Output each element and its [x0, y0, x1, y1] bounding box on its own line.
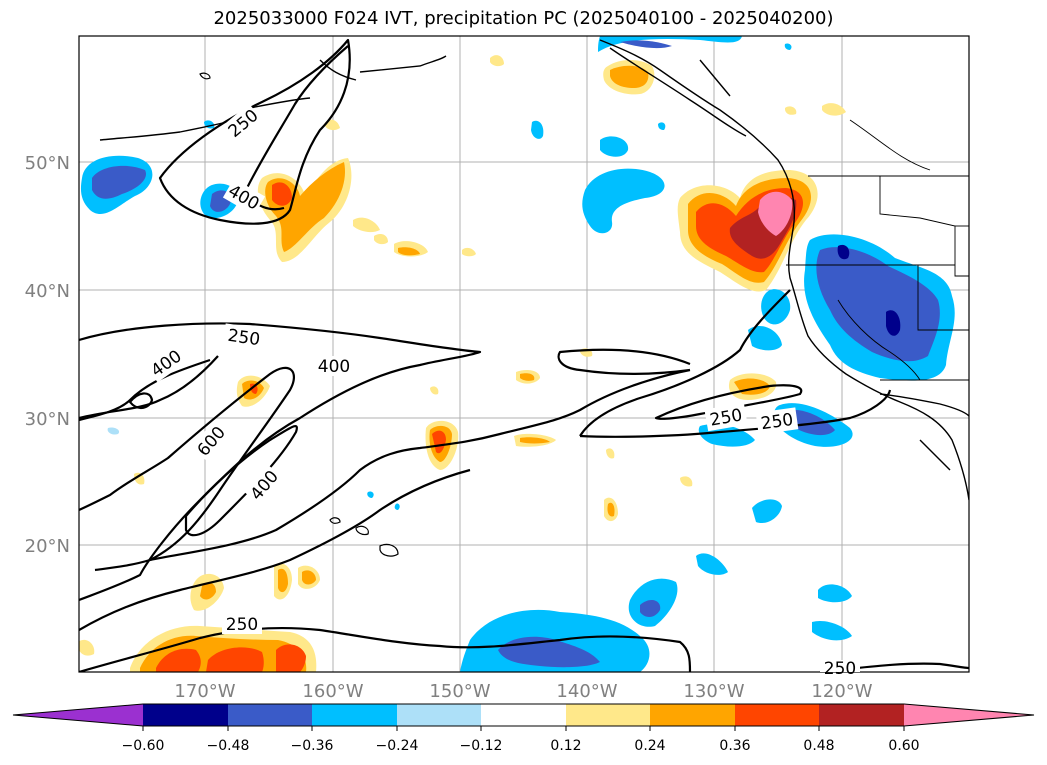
colorbar-tick-label: −0.60	[122, 738, 165, 754]
longitude-labels: 170°W 160°W 150°W 140°W 130°W 120°W	[174, 681, 872, 702]
positive-anomaly-areas	[79, 55, 846, 672]
contour-label: 250	[760, 410, 795, 434]
lat-label: 30°N	[25, 409, 70, 430]
colorbar-tick-label: 0.60	[888, 738, 919, 754]
colorbar-segment	[228, 704, 312, 726]
ivt-contours	[79, 38, 969, 672]
colorbar-tick-label: 0.48	[803, 738, 834, 754]
coastlines	[99, 39, 969, 501]
colorbar-segment	[143, 704, 228, 726]
lon-label: 150°W	[429, 681, 490, 702]
lon-label: 130°W	[683, 681, 744, 702]
colorbar-max-arrow	[904, 704, 1034, 726]
colorbar-tick-label: −0.36	[291, 738, 334, 754]
lat-label: 50°N	[25, 153, 70, 174]
contour-label: 400	[318, 357, 350, 377]
lon-label: 120°W	[811, 681, 872, 702]
lon-label: 140°W	[556, 681, 617, 702]
colorbar-tick-label: 0.36	[719, 738, 750, 754]
colorbar-segment	[397, 704, 481, 726]
colorbar-segment	[650, 704, 735, 726]
colorbar-tick-label: −0.12	[460, 738, 503, 754]
islands	[199, 72, 399, 557]
colorbar-segment	[312, 704, 397, 726]
contour-label: 250	[226, 615, 258, 635]
lat-label: 20°N	[25, 536, 70, 557]
contour-label: 250	[824, 659, 856, 679]
lon-label: 170°W	[174, 681, 235, 702]
contour-labels: 250 400 250 400 400 600 400 250 250 250 …	[144, 103, 860, 679]
colorbar-segment	[735, 704, 819, 726]
contour-label: 250	[226, 326, 261, 350]
map-background	[79, 36, 969, 672]
map-title: 2025033000 F024 IVT, precipitation PC (2…	[213, 8, 834, 29]
colorbar-segment	[566, 704, 650, 726]
lat-label: 40°N	[25, 281, 70, 302]
colorbar-tick-label: 0.12	[550, 738, 581, 754]
map-content	[79, 36, 969, 672]
colorbar: −0.60 −0.48 −0.36 −0.24 −0.12 0.12 0.24 …	[12, 703, 1035, 754]
map-frame	[78, 35, 970, 673]
state-borders	[786, 119, 969, 381]
lon-label: 160°W	[302, 681, 363, 702]
latitude-labels: 50°N 40°N 30°N 20°N	[25, 153, 70, 557]
colorbar-segment	[481, 704, 566, 726]
colorbar-tick-label: −0.48	[207, 738, 250, 754]
colorbar-min-arrow	[13, 704, 143, 726]
colorbar-segment	[819, 704, 904, 726]
colorbar-tick-label: 0.24	[634, 738, 665, 754]
colorbar-tick-label: −0.24	[376, 738, 419, 754]
